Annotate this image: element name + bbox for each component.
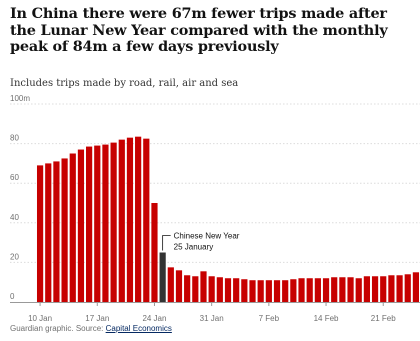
bar [224, 278, 232, 302]
bar [396, 275, 403, 302]
bar [249, 280, 256, 302]
bar [69, 153, 76, 302]
bar [306, 278, 313, 302]
bar [118, 139, 125, 302]
chart-title: In China there were 67m fewer trips made… [10, 5, 388, 55]
bar [135, 136, 142, 302]
bar [404, 274, 411, 302]
y-tick-label: 20 [10, 252, 19, 261]
bar [175, 270, 183, 302]
source-prefix: Guardian graphic. Source: [10, 324, 106, 333]
bar [184, 275, 191, 302]
bar [241, 279, 248, 302]
bar [192, 276, 199, 302]
y-tick-label: 0 [10, 292, 15, 301]
bar-highlight [159, 252, 166, 302]
bar [282, 280, 289, 302]
bar [265, 280, 272, 302]
bar [36, 165, 44, 302]
source-note: Guardian graphic. Source: Capital Econom… [10, 324, 172, 333]
bar [110, 142, 117, 302]
annotation-leader [162, 235, 171, 251]
bar [208, 276, 215, 302]
annotation-date: 25 January [174, 243, 214, 252]
bar [216, 277, 223, 302]
bar [151, 203, 158, 302]
y-tick-label: 80 [10, 134, 19, 143]
bar [143, 138, 150, 302]
bar [347, 277, 354, 302]
chart-subtitle: Includes trips made by road, rail, air a… [10, 78, 239, 89]
bar [314, 278, 321, 302]
bar [77, 149, 85, 302]
source-link[interactable]: Capital Economics [105, 324, 172, 333]
bar [126, 137, 134, 302]
annotation-label: Chinese New Year [174, 232, 240, 241]
x-tick-label: 31 Jan [200, 314, 224, 323]
bar [290, 279, 297, 302]
bar [298, 278, 305, 302]
bar [339, 277, 346, 302]
bar [273, 280, 281, 302]
bar [200, 271, 207, 302]
bar [322, 278, 330, 302]
y-tick-label: 100m [10, 94, 30, 103]
bar [53, 161, 60, 302]
bar [102, 144, 109, 302]
x-tick-label: 21 Feb [371, 314, 396, 323]
bar [363, 276, 370, 302]
bar [388, 275, 395, 302]
bar [45, 163, 52, 302]
x-tick-label: 17 Jan [85, 314, 109, 323]
x-tick-label: 24 Jan [142, 314, 166, 323]
bar [355, 278, 362, 302]
bar [412, 272, 420, 302]
y-tick-label: 40 [10, 213, 19, 222]
bar [233, 278, 240, 302]
x-tick-label: 7 Feb [259, 314, 280, 323]
bar [331, 277, 338, 302]
bar [371, 276, 379, 302]
y-tick-label: 60 [10, 173, 19, 182]
bar [167, 267, 174, 302]
bar [86, 146, 93, 302]
x-tick-label: 10 Jan [28, 314, 52, 323]
bar [94, 145, 101, 302]
x-tick-label: 14 Feb [314, 314, 339, 323]
bar [257, 280, 264, 302]
bar [380, 276, 387, 302]
bar [61, 158, 68, 302]
